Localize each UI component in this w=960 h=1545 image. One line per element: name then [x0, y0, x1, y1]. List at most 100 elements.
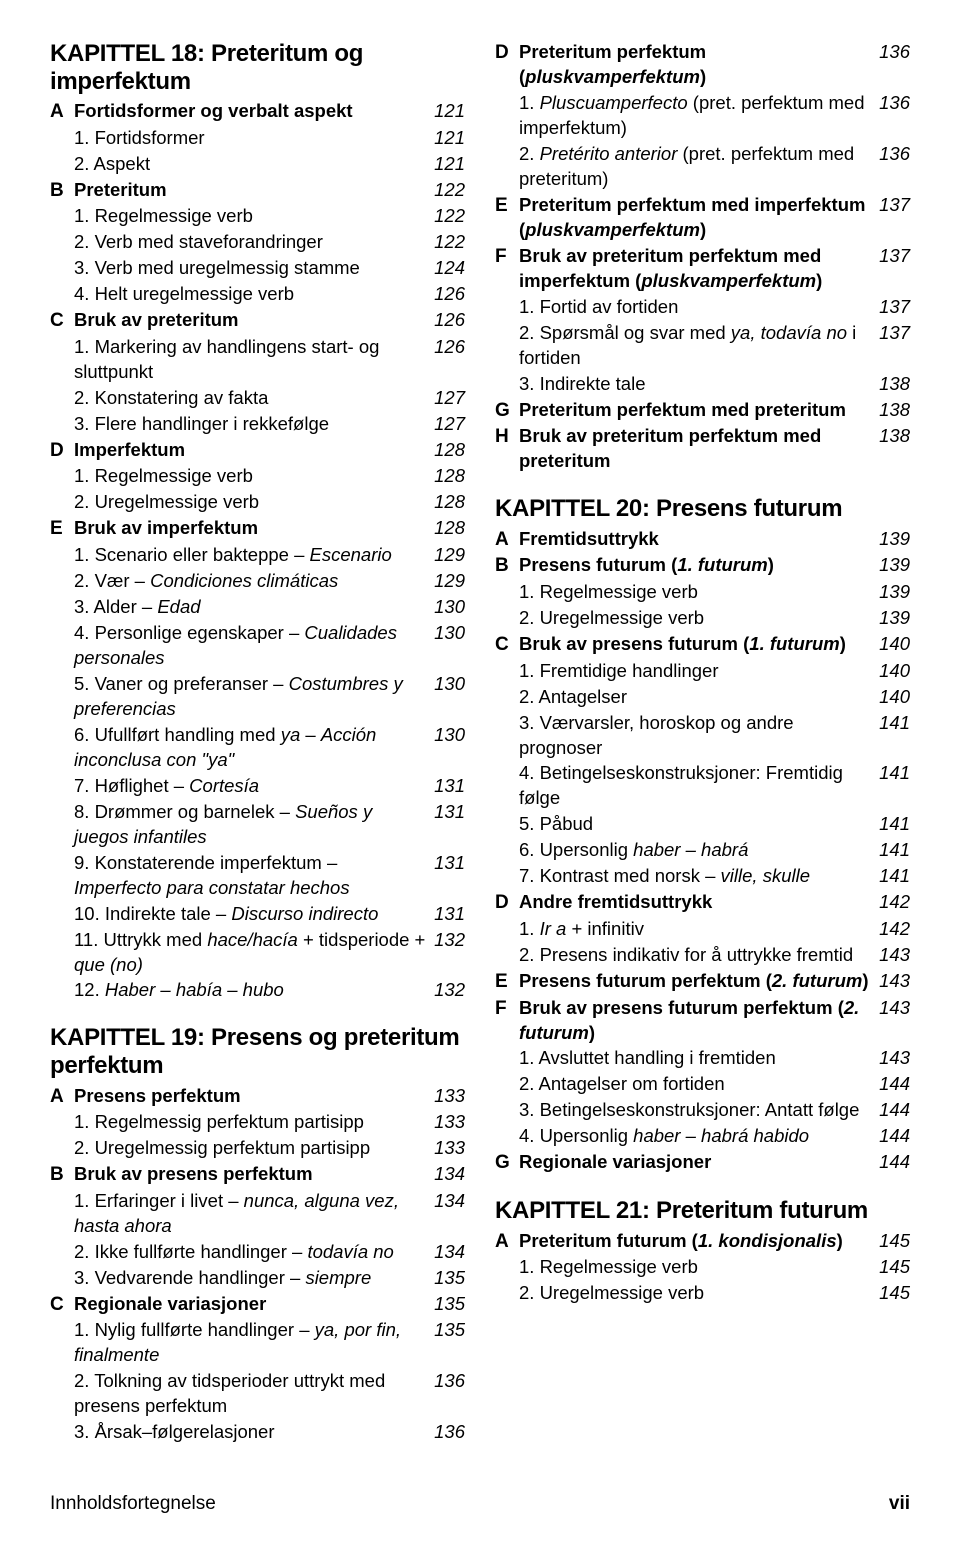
toc-subsection: 2. Antagelser140 — [495, 685, 910, 710]
sub-text: 11. Uttrykk med hace/hacía + tidsperiode… — [74, 928, 426, 978]
page-number: 134 — [426, 1162, 465, 1187]
sub-body: 2. Uregelmessige verb128 — [74, 490, 465, 515]
sub-text: 5. Vaner og preferanser – Costumbres y p… — [74, 672, 426, 722]
page-number: 136 — [871, 142, 910, 167]
page-number: 135 — [426, 1292, 465, 1317]
toc-subsection: 4. Upersonlig haber – habrá habido144 — [495, 1124, 910, 1149]
sub-text: 2. Tolkning av tidsperioder uttrykt med … — [74, 1369, 426, 1419]
section-body: Presens perfektum133 — [74, 1084, 465, 1109]
toc-subsection: 2. Tolkning av tidsperioder uttrykt med … — [50, 1369, 465, 1419]
page-number: 140 — [871, 632, 910, 657]
page-number: 138 — [871, 398, 910, 423]
page-number: 144 — [871, 1072, 910, 1097]
page-number: 135 — [426, 1318, 465, 1343]
toc-section: APreteritum futurum (1. kondisjonalis)14… — [495, 1229, 910, 1255]
section-label: Bruk av preteritum perfektum med preteri… — [519, 424, 871, 474]
toc-subsection: 2. Verb med staveforandringer122 — [50, 230, 465, 255]
chapter-title: KAPITTEL 18: Preteritum og imperfektum — [50, 40, 465, 95]
toc-subsection: 2. Uregelmessig perfektum partisipp133 — [50, 1136, 465, 1161]
page-number: 130 — [426, 595, 465, 620]
page-number: 136 — [426, 1420, 465, 1445]
sub-body: 2. Uregelmessig perfektum partisipp133 — [74, 1136, 465, 1161]
section-body: Presens futurum perfektum (2. futurum)14… — [519, 969, 910, 994]
sub-body: 1. Avsluttet handling i fremtiden143 — [519, 1046, 910, 1071]
section-letter: D — [495, 40, 519, 66]
sub-text: 6. Upersonlig haber – habrá — [519, 838, 871, 863]
toc-section: AFortidsformer og verbalt aspekt121 — [50, 99, 465, 125]
sub-body: 3. Årsak–følgerelasjoner136 — [74, 1420, 465, 1445]
sub-body: 1. Fortid av fortiden137 — [519, 295, 910, 320]
sub-text: 6. Ufullført handling med ya – Acción in… — [74, 723, 426, 773]
toc-subsection: 7. Kontrast med norsk – ville, skulle141 — [495, 864, 910, 889]
toc-section: HBruk av preteritum perfektum med preter… — [495, 424, 910, 474]
page-number: 122 — [426, 230, 465, 255]
sub-text: 1. Regelmessige verb — [74, 204, 426, 229]
toc-subsection: 3. Verb med uregelmessig stamme124 — [50, 256, 465, 281]
page-number: 130 — [426, 723, 465, 748]
sub-body: 8. Drømmer og barnelek – Sueños y juegos… — [74, 800, 465, 850]
sub-text: 1. Regelmessig perfektum partisipp — [74, 1110, 426, 1135]
page-number: 129 — [426, 543, 465, 568]
section-label: Presens futurum perfektum (2. futurum) — [519, 969, 871, 994]
page-number: 122 — [426, 178, 465, 203]
sub-text: 2. Antagelser om fortiden — [519, 1072, 871, 1097]
page-number: 143 — [871, 969, 910, 994]
section-letter: B — [50, 1162, 74, 1188]
section-label: Bruk av presens perfektum — [74, 1162, 426, 1187]
page-number: 122 — [426, 204, 465, 229]
sub-body: 4. Upersonlig haber – habrá habido144 — [519, 1124, 910, 1149]
toc-section: AFremtidsuttrykk139 — [495, 527, 910, 553]
section-body: Preteritum122 — [74, 178, 465, 203]
page-number: 142 — [871, 890, 910, 915]
sub-body: 10. Indirekte tale – Discurso indirecto1… — [74, 902, 465, 927]
sub-text: 1. Scenario eller bakteppe – Escenario — [74, 543, 426, 568]
footer: Innholdsfortegnelse vii — [50, 1491, 910, 1517]
section-label: Preteritum perfektum med imperfektum (pl… — [519, 193, 871, 243]
section-letter: C — [495, 632, 519, 658]
page-number: 132 — [426, 928, 465, 953]
section-body: Bruk av preteritum perfektum med preteri… — [519, 424, 910, 474]
page-number: 142 — [871, 917, 910, 942]
page-number: 128 — [426, 438, 465, 463]
page-number: 128 — [426, 490, 465, 515]
page-number: 126 — [426, 308, 465, 333]
toc-subsection: 6. Upersonlig haber – habrá141 — [495, 838, 910, 863]
sub-text: 1. Fremtidige handlinger — [519, 659, 871, 684]
toc-subsection: 9. Konstaterende imperfektum – Imperfect… — [50, 851, 465, 901]
section-body: Imperfektum128 — [74, 438, 465, 463]
toc-section: CBruk av preteritum126 — [50, 308, 465, 334]
page-number: 127 — [426, 386, 465, 411]
sub-text: 2. Uregelmessige verb — [74, 490, 426, 515]
section-letter: E — [50, 516, 74, 542]
page-number: 140 — [871, 685, 910, 710]
section-label: Presens perfektum — [74, 1084, 426, 1109]
sub-body: 11. Uttrykk med hace/hacía + tidsperiode… — [74, 928, 465, 978]
toc-subsection: 3. Årsak–følgerelasjoner136 — [50, 1420, 465, 1445]
toc-subsection: 2. Antagelser om fortiden144 — [495, 1072, 910, 1097]
chapter-title: KAPITTEL 19: Presens og preteritum perfe… — [50, 1024, 465, 1079]
page-number: 137 — [871, 244, 910, 269]
chapter-gap — [50, 1004, 465, 1024]
sub-body: 1. Erfaringer i livet – nunca, alguna ve… — [74, 1189, 465, 1239]
toc-subsection: 1. Fortidsformer121 — [50, 126, 465, 151]
section-letter: E — [495, 969, 519, 995]
page-number: 139 — [871, 527, 910, 552]
sub-text: 2. Uregelmessig perfektum partisipp — [74, 1136, 426, 1161]
sub-text: 3. Verb med uregelmessig stamme — [74, 256, 426, 281]
section-body: Fremtidsuttrykk139 — [519, 527, 910, 552]
page-number: 136 — [871, 40, 910, 65]
sub-text: 12. Haber – había – hubo — [74, 978, 426, 1003]
sub-text: 1. Pluscuamperfecto (pret. perfektum med… — [519, 91, 871, 141]
sub-text: 3. Værvarsler, horoskop og andre prognos… — [519, 711, 871, 761]
toc-subsection: 6. Ufullført handling med ya – Acción in… — [50, 723, 465, 773]
section-letter: H — [495, 424, 519, 450]
page-number: 130 — [426, 672, 465, 697]
toc-subsection: 11. Uttrykk med hace/hacía + tidsperiode… — [50, 928, 465, 978]
toc-subsection: 2. Aspekt121 — [50, 152, 465, 177]
toc-subsection: 3. Betingelseskonstruksjoner: Antatt føl… — [495, 1098, 910, 1123]
section-letter: F — [495, 996, 519, 1022]
section-letter: F — [495, 244, 519, 270]
section-letter: E — [495, 193, 519, 219]
page-number: 126 — [426, 335, 465, 360]
section-letter: A — [50, 99, 74, 125]
